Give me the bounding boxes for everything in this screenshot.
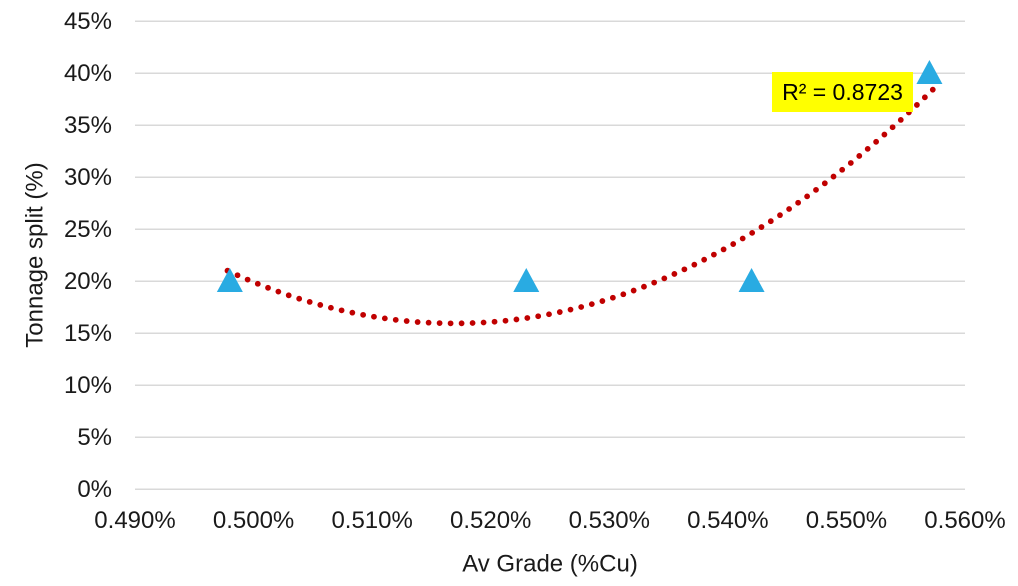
y-tick-label: 35% bbox=[64, 112, 112, 139]
x-tick-label: 0.560% bbox=[924, 507, 1005, 534]
y-tick-label: 10% bbox=[64, 372, 112, 399]
y-axis-tick-labels: 0% 5% 10% 15% 20% 25% 30% 35% 40% 45% bbox=[64, 8, 112, 503]
x-tick-label: 0.500% bbox=[213, 507, 294, 534]
triangle-marker[interactable] bbox=[738, 268, 765, 292]
x-tick-label: 0.550% bbox=[806, 507, 887, 534]
triangle-marker[interactable] bbox=[513, 268, 540, 292]
x-tick-label: 0.510% bbox=[331, 507, 412, 534]
r-squared-annotation[interactable]: R² = 0.8723 bbox=[772, 72, 913, 112]
x-tick-label: 0.530% bbox=[569, 507, 650, 534]
x-tick-label: 0.540% bbox=[687, 507, 768, 534]
triangle-marker[interactable] bbox=[216, 268, 243, 292]
y-tick-label: 0% bbox=[77, 476, 112, 503]
y-tick-label: 20% bbox=[64, 268, 112, 295]
y-tick-label: 5% bbox=[77, 424, 112, 451]
triangle-marker[interactable] bbox=[916, 60, 943, 84]
x-axis-title: Av Grade (%Cu) bbox=[462, 550, 638, 577]
gridlines bbox=[135, 20, 965, 490]
y-tick-label: 45% bbox=[64, 8, 112, 35]
data-point-markers bbox=[216, 60, 943, 292]
y-tick-label: 30% bbox=[64, 164, 112, 191]
x-axis-tick-labels: 0.490% 0.500% 0.510% 0.520% 0.530% 0.540% 0.55… bbox=[94, 507, 1005, 534]
y-tick-label: 40% bbox=[64, 60, 112, 87]
y-axis-title: Tonnage split (%) bbox=[21, 162, 48, 347]
y-tick-label: 25% bbox=[64, 216, 112, 243]
y-tick-label: 15% bbox=[64, 320, 112, 347]
x-tick-label: 0.490% bbox=[94, 507, 175, 534]
trendline-curve bbox=[224, 85, 938, 327]
x-tick-label: 0.520% bbox=[450, 507, 531, 534]
